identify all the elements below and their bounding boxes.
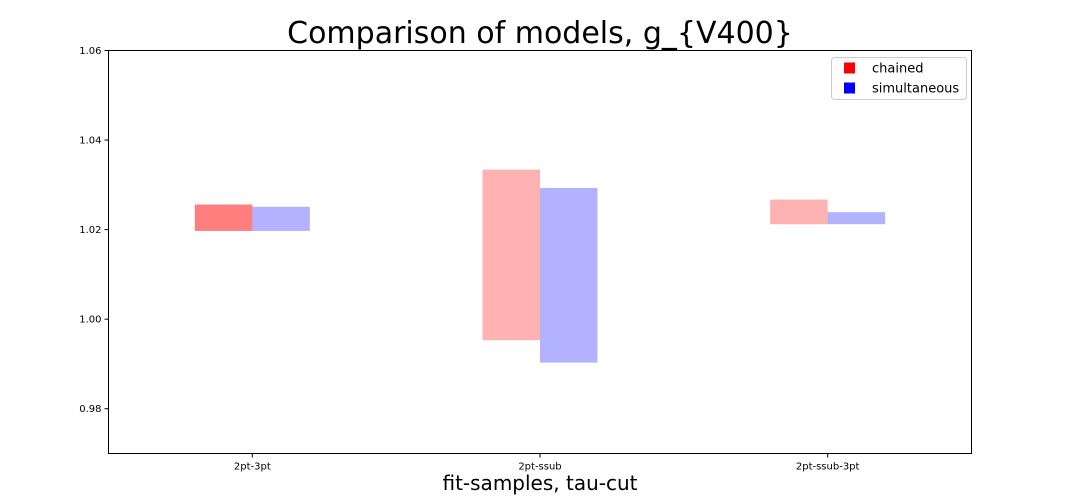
y-axis: 0.98 1.00 1.02 1.04 1.06 xyxy=(79,46,109,415)
y-tick-label: 1.06 xyxy=(79,46,101,57)
y-tick-label: 1.04 xyxy=(79,136,101,147)
x-axis: 2pt-3pt 2pt-ssub 2pt-ssub-3pt xyxy=(234,453,860,473)
y-tick-label: 0.98 xyxy=(79,404,101,415)
legend-box xyxy=(831,57,967,100)
chart-title: Comparison of models, g_{V400} xyxy=(287,16,793,51)
legend-label-simultaneous: simultaneous xyxy=(872,82,959,97)
bar-simultaneous-2pt-ssub xyxy=(540,187,598,363)
legend-marker-chained xyxy=(844,62,855,74)
bar-chained-2pt-ssub-3pt xyxy=(770,199,828,225)
x-tick-label: 2pt-ssub xyxy=(518,462,561,473)
bar-chained-2pt-3pt xyxy=(194,204,253,231)
legend-marker-simultaneous xyxy=(844,82,855,94)
legend: chained simultaneous xyxy=(831,57,967,100)
y-tick-label: 1.00 xyxy=(79,315,101,326)
bars-group xyxy=(194,169,886,363)
x-tick-label: 2pt-3pt xyxy=(234,462,271,473)
bar-chained-2pt-ssub xyxy=(482,169,540,341)
legend-label-chained: chained xyxy=(872,62,923,77)
bar-simultaneous-2pt-3pt xyxy=(252,206,310,231)
y-tick-label: 1.02 xyxy=(79,225,101,236)
x-axis-label: fit-samples, tau-cut xyxy=(442,471,637,495)
bar-simultaneous-2pt-ssub-3pt xyxy=(827,212,886,225)
x-tick-label: 2pt-ssub-3pt xyxy=(796,462,860,473)
